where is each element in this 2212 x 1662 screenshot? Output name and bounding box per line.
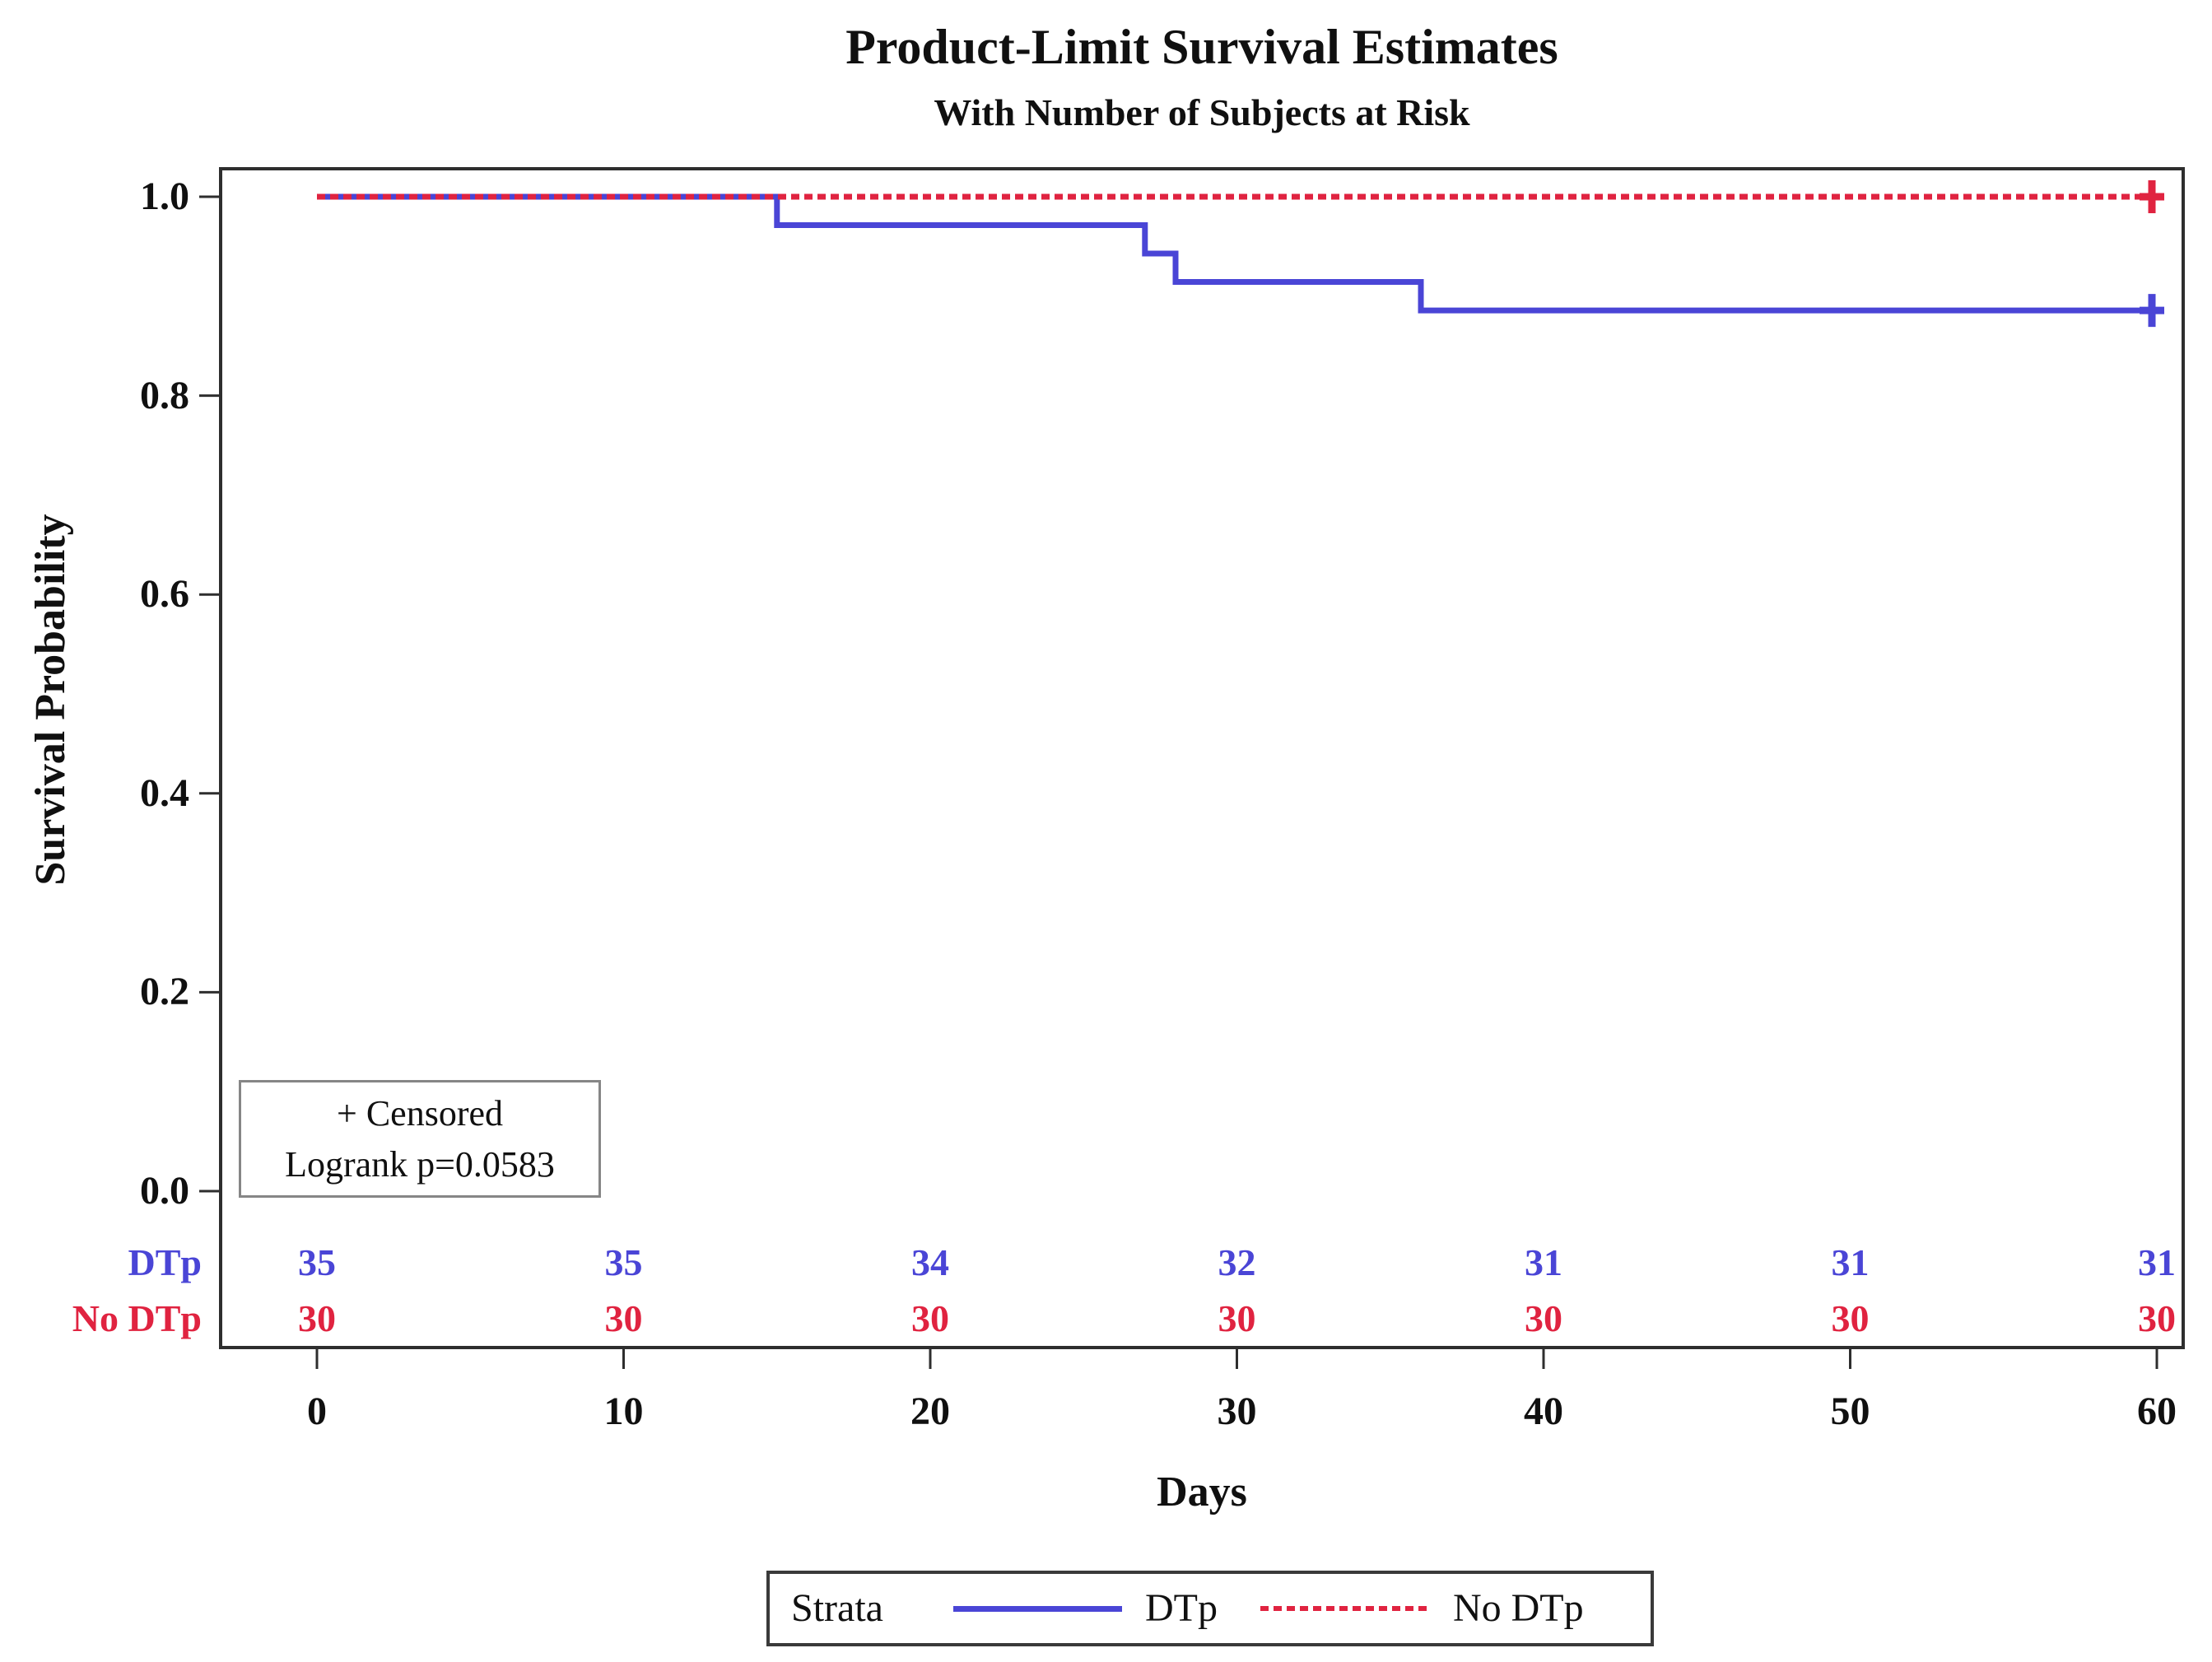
chart-subtitle: With Number of Subjects at Risk: [934, 91, 1470, 133]
at-risk-count: 30: [1218, 1297, 1256, 1339]
censor-mark-dtp: [2140, 294, 2164, 328]
y-tick-label: 0.6: [140, 572, 189, 617]
at-risk-count: 30: [911, 1297, 949, 1339]
at-risk-count: 30: [604, 1297, 643, 1339]
at-risk-count: 31: [1525, 1241, 1562, 1283]
at-risk-count: 31: [2138, 1241, 2176, 1283]
legend-entry-label: No DTp: [1452, 1586, 1584, 1630]
x-tick-label: 50: [1830, 1390, 1870, 1433]
y-axis-title: Survival Probability: [27, 514, 74, 886]
at-risk-count: 30: [298, 1297, 336, 1339]
logrank-pvalue-label: Logrank p=0.0583: [285, 1143, 555, 1185]
y-tick-label: 0.2: [140, 970, 189, 1014]
x-tick-label: 0: [307, 1390, 327, 1433]
y-tick-label: 1.0: [140, 175, 189, 218]
chart-title: Product-Limit Survival Estimates: [845, 20, 1558, 74]
at-risk-count: 35: [604, 1241, 643, 1283]
at-risk-count: 32: [1218, 1241, 1256, 1283]
survival-curve-dtp: [317, 193, 2163, 314]
x-tick-label: 40: [1524, 1390, 1563, 1433]
legend-title: Strata: [791, 1586, 883, 1630]
legend-entry-label: DTp: [1144, 1586, 1218, 1630]
censored-logrank-inset-box: + Censored Logrank p=0.0583: [239, 1080, 601, 1198]
at-risk-count: 30: [2138, 1297, 2176, 1339]
at-risk-row-label: No DTp: [72, 1297, 202, 1339]
x-axis-title: Days: [1157, 1469, 1247, 1515]
y-tick-label: 0.8: [140, 373, 189, 417]
at-risk-count: 34: [911, 1241, 949, 1283]
at-risk-count: 30: [1525, 1297, 1562, 1339]
strata-legend: Strata DTp No DTp: [766, 1571, 1654, 1646]
y-tick-label: 0.4: [140, 770, 189, 815]
legend-solid-line-sample: [952, 1605, 1122, 1612]
legend-dashed-line-sample: [1260, 1606, 1429, 1611]
x-tick-label: 60: [2137, 1390, 2177, 1433]
x-tick-label: 30: [1217, 1390, 1257, 1433]
censored-marker-label: + Censored: [337, 1092, 503, 1134]
x-tick-label: 10: [603, 1390, 644, 1433]
x-tick-label: 20: [910, 1390, 950, 1433]
at-risk-count: 30: [1831, 1297, 1870, 1339]
plot-frame: [219, 167, 2185, 1349]
at-risk-count: 35: [298, 1241, 336, 1283]
at-risk-count: 31: [1831, 1241, 1870, 1283]
censor-mark-no-dtp: [2140, 180, 2164, 213]
y-tick-label: 0.0: [140, 1169, 189, 1213]
at-risk-row-label: DTp: [128, 1241, 202, 1283]
